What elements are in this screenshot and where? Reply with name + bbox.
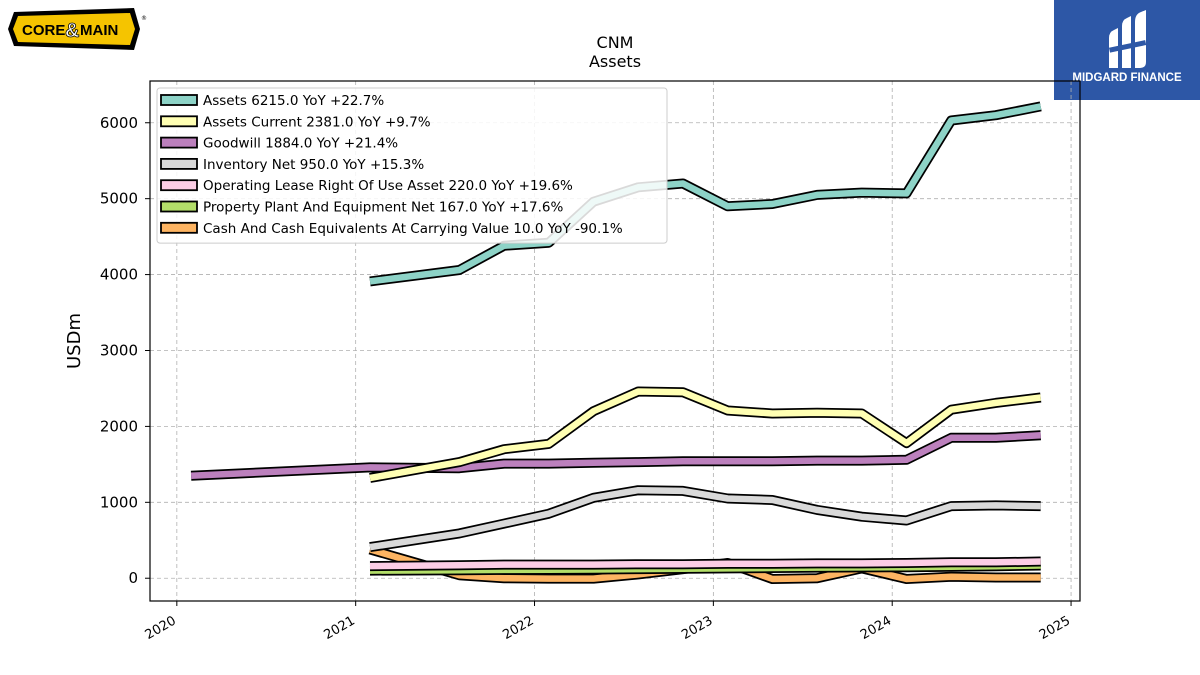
logo-core-text: CORE bbox=[22, 22, 65, 39]
legend-entry: Assets Current 2381.0 YoY +9.7% bbox=[160, 114, 431, 130]
legend-label: Cash And Cash Equivalents At Carrying Va… bbox=[203, 221, 623, 237]
legend-label: Operating Lease Right Of Use Asset 220.0… bbox=[203, 178, 573, 194]
legend-swatch bbox=[160, 94, 198, 106]
midgard-finance-logo-graphic: MIDGARD FINANCE bbox=[1072, 10, 1182, 84]
legend: Assets 6215.0 YoY +22.7% Assets Current 2… bbox=[156, 87, 668, 244]
y-tick-label: 5000 bbox=[100, 190, 138, 208]
legend-swatch bbox=[160, 136, 198, 149]
series-line bbox=[369, 388, 1042, 482]
legend-entry: Operating Lease Right Of Use Asset 220.0… bbox=[160, 178, 573, 194]
y-tick-label: 2000 bbox=[100, 417, 138, 435]
legend-label: Inventory Net 950.0 YoY +15.3% bbox=[203, 157, 424, 173]
legend-label: Assets 6215.0 YoY +22.7% bbox=[203, 93, 384, 109]
series-line bbox=[190, 431, 1041, 479]
series-assets-current bbox=[369, 386, 1042, 483]
core-and-main-logo-graphic: CORE & MAIN ® bbox=[8, 8, 147, 50]
legend-box bbox=[156, 87, 668, 244]
legend-swatch bbox=[160, 157, 198, 170]
legend-entry: Inventory Net 950.0 YoY +15.3% bbox=[160, 157, 424, 173]
x-tick-label: 2021 bbox=[322, 613, 358, 643]
legend-label: Property Plant And Equipment Net 167.0 Y… bbox=[203, 200, 563, 216]
series-line-outline bbox=[369, 485, 1041, 553]
series-operating-lease-right-of-use-asset bbox=[369, 556, 1041, 572]
logo-registered-mark: ® bbox=[141, 15, 147, 22]
legend-swatch bbox=[160, 179, 198, 192]
series-layer bbox=[190, 101, 1042, 584]
series-line bbox=[369, 486, 1041, 551]
series-line bbox=[369, 103, 1042, 285]
legend-entry: Goodwill 1884.0 YoY +21.4% bbox=[160, 136, 398, 152]
y-axis-label: USDm bbox=[64, 313, 85, 369]
series-line bbox=[369, 558, 1041, 570]
series-goodwill bbox=[190, 430, 1041, 481]
y-tick-label: 0 bbox=[128, 569, 138, 587]
chart-subtitle: Assets bbox=[589, 52, 641, 71]
chart-title: CNM bbox=[597, 33, 634, 52]
x-tick-label: 2023 bbox=[679, 613, 715, 643]
plot-frame bbox=[149, 80, 1081, 602]
logo-amp-text: & bbox=[65, 20, 79, 42]
x-tick-label: 2020 bbox=[143, 613, 179, 643]
legend-entry: Cash And Cash Equivalents At Carrying Va… bbox=[160, 221, 623, 237]
legend-swatch bbox=[160, 115, 198, 128]
y-tick-label: 1000 bbox=[100, 493, 138, 511]
series-assets bbox=[369, 101, 1042, 287]
logo-main-text: MAIN bbox=[80, 22, 118, 39]
y-tick-label: 6000 bbox=[100, 114, 138, 132]
x-tick-label: 2022 bbox=[500, 613, 536, 643]
legend-entry: Property Plant And Equipment Net 167.0 Y… bbox=[160, 200, 563, 216]
legend-swatch bbox=[160, 221, 198, 234]
y-tick-label: 4000 bbox=[100, 266, 138, 284]
series-inventory-net bbox=[369, 485, 1041, 553]
midgard-finance-text: MIDGARD FINANCE bbox=[1072, 72, 1182, 84]
x-tick-label: 2024 bbox=[858, 613, 894, 643]
midgard-finance-logo: MIDGARD FINANCE bbox=[1054, 0, 1200, 100]
y-tick-label: 3000 bbox=[100, 341, 138, 359]
legend-entry: Assets 6215.0 YoY +22.7% bbox=[160, 93, 384, 109]
core-and-main-logo: CORE & MAIN ® bbox=[8, 8, 148, 54]
legend-swatch bbox=[160, 200, 198, 213]
x-tick-label: 2025 bbox=[1037, 613, 1073, 643]
midgard-m-icon bbox=[1108, 10, 1147, 68]
legend-label: Goodwill 1884.0 YoY +21.4% bbox=[203, 136, 398, 152]
legend-label: Assets Current 2381.0 YoY +9.7% bbox=[203, 114, 431, 130]
